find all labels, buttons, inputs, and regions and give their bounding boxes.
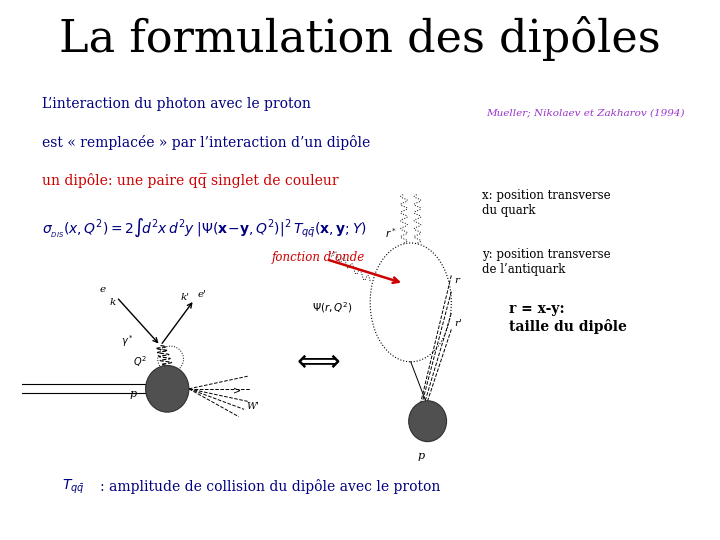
Text: fonction d’onde: fonction d’onde bbox=[272, 251, 365, 264]
Ellipse shape bbox=[145, 366, 189, 412]
Text: p: p bbox=[418, 451, 424, 461]
Text: $T_{q\bar{q}}$: $T_{q\bar{q}}$ bbox=[63, 478, 85, 496]
Text: $\gamma^*$: $\gamma^*$ bbox=[121, 333, 133, 349]
Text: x: position transverse
du quark: x: position transverse du quark bbox=[482, 189, 611, 217]
Ellipse shape bbox=[409, 401, 446, 442]
Text: k': k' bbox=[181, 293, 190, 302]
Text: W': W' bbox=[246, 402, 259, 411]
Text: est « remplacée » par l’interaction d’un dipôle: est « remplacée » par l’interaction d’u… bbox=[42, 135, 370, 150]
Text: e: e bbox=[99, 285, 106, 294]
Text: e': e' bbox=[198, 290, 207, 299]
Text: k: k bbox=[109, 298, 116, 307]
Text: r = x-y:
taille du dipôle: r = x-y: taille du dipôle bbox=[509, 302, 626, 334]
Text: $\sigma_{_{DIS}}(x, Q^2) = 2\int\!d^2x\,d^2y\;|\Psi(\mathbf{x}\!-\!\mathbf{y}, Q: $\sigma_{_{DIS}}(x, Q^2) = 2\int\!d^2x\,… bbox=[42, 216, 367, 239]
Text: L’interaction du photon avec le proton: L’interaction du photon avec le proton bbox=[42, 97, 311, 111]
Text: $Q^2$: $Q^2$ bbox=[133, 355, 147, 369]
Text: y: position transverse
de l’antiquark: y: position transverse de l’antiquark bbox=[482, 248, 611, 276]
Text: >: > bbox=[233, 386, 241, 395]
Text: r: r bbox=[455, 276, 459, 285]
Text: $\Longleftrightarrow$: $\Longleftrightarrow$ bbox=[291, 347, 341, 376]
Text: $r^*$: $r^*$ bbox=[384, 226, 396, 240]
Text: $\Psi(r,Q^2)$: $\Psi(r,Q^2)$ bbox=[312, 300, 354, 315]
Text: Mueller; Nikolaev et Zakharov (1994): Mueller; Nikolaev et Zakharov (1994) bbox=[486, 108, 685, 117]
Text: : amplitude de collision du dipôle avec le proton: : amplitude de collision du dipôle avec … bbox=[99, 479, 440, 494]
Text: La formulation des dipôles: La formulation des dipôles bbox=[59, 16, 661, 61]
Text: r': r' bbox=[455, 320, 462, 328]
Text: p: p bbox=[130, 389, 137, 399]
Text: un dipôle: une paire qq̅ singlet de couleur: un dipôle: une paire qq̅ singlet de coul… bbox=[42, 173, 338, 188]
